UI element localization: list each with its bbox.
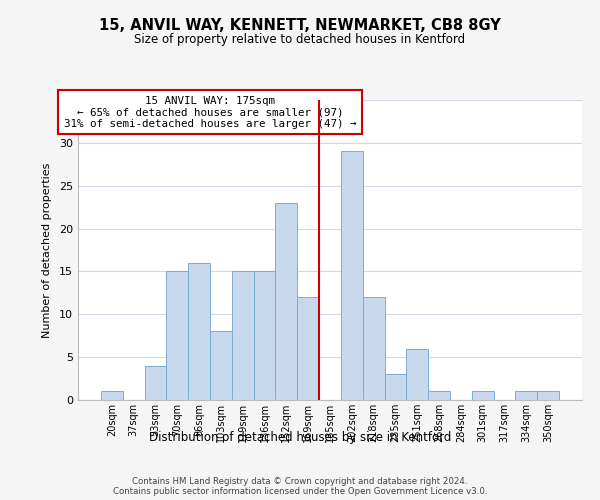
Text: Size of property relative to detached houses in Kentford: Size of property relative to detached ho… bbox=[134, 32, 466, 46]
Bar bbox=[297, 297, 319, 400]
Bar bbox=[472, 392, 494, 400]
Bar bbox=[515, 392, 537, 400]
Text: Contains HM Land Registry data © Crown copyright and database right 2024.: Contains HM Land Registry data © Crown c… bbox=[132, 476, 468, 486]
Text: 15 ANVIL WAY: 175sqm
← 65% of detached houses are smaller (97)
31% of semi-detac: 15 ANVIL WAY: 175sqm ← 65% of detached h… bbox=[64, 96, 356, 129]
Bar bbox=[166, 272, 188, 400]
Bar bbox=[275, 203, 297, 400]
Bar bbox=[385, 374, 406, 400]
Bar bbox=[145, 366, 166, 400]
Text: Distribution of detached houses by size in Kentford: Distribution of detached houses by size … bbox=[149, 431, 451, 444]
Bar bbox=[537, 392, 559, 400]
Bar bbox=[188, 263, 210, 400]
Bar bbox=[341, 152, 363, 400]
Bar bbox=[406, 348, 428, 400]
Bar bbox=[428, 392, 450, 400]
Bar bbox=[363, 297, 385, 400]
Bar bbox=[232, 272, 254, 400]
Y-axis label: Number of detached properties: Number of detached properties bbox=[42, 162, 52, 338]
Bar bbox=[210, 332, 232, 400]
Bar bbox=[254, 272, 275, 400]
Bar bbox=[101, 392, 123, 400]
Text: Contains public sector information licensed under the Open Government Licence v3: Contains public sector information licen… bbox=[113, 486, 487, 496]
Text: 15, ANVIL WAY, KENNETT, NEWMARKET, CB8 8GY: 15, ANVIL WAY, KENNETT, NEWMARKET, CB8 8… bbox=[99, 18, 501, 32]
